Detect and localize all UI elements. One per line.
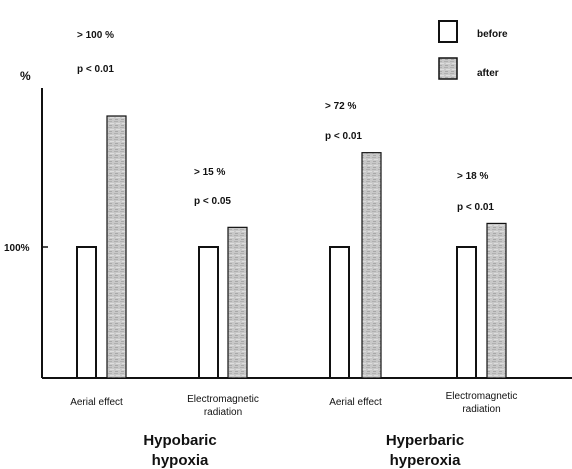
category-label-1-line-2: radiation xyxy=(204,407,242,418)
bar-before-2 xyxy=(329,246,350,379)
reference-tick-label: 100% xyxy=(4,243,30,254)
group-label-1-line-1: Hyperbaric xyxy=(386,432,464,449)
annotation-p-value-2: p < 0.01 xyxy=(325,131,362,142)
annotation-change-3: > 18 % xyxy=(457,171,489,182)
bar-after-3 xyxy=(486,222,507,379)
bar-before-3 xyxy=(456,246,477,379)
labels-layer: Aerial effect Electromagnetic radiation Aer… xyxy=(70,30,517,469)
bar-before-1 xyxy=(198,246,219,379)
bar-after-1 xyxy=(227,226,248,379)
category-label-3-line-2: radiation xyxy=(462,404,500,415)
group-label-0-line-2: hypoxia xyxy=(152,452,209,469)
category-label-0: Aerial effect xyxy=(70,397,123,408)
legend: before after xyxy=(438,20,508,80)
category-label-3-line-1: Electromagnetic xyxy=(446,391,518,402)
annotation-change-0: > 100 % xyxy=(77,30,114,41)
category-label-1-line-1: Electromagnetic xyxy=(187,394,259,405)
bar-after-0 xyxy=(106,115,127,379)
group-label-1-line-2: hyperoxia xyxy=(390,452,462,469)
bar-before-0 xyxy=(76,246,97,379)
annotation-p-value-1: p < 0.05 xyxy=(194,196,231,207)
annotation-p-value-0: p < 0.01 xyxy=(77,64,114,75)
bar-after-2 xyxy=(361,152,382,379)
y-axis-label: % xyxy=(20,69,31,83)
legend-label-before: before xyxy=(477,29,508,40)
group-label-0-line-1: Hypobaric xyxy=(143,432,216,449)
bars-layer xyxy=(76,115,507,379)
legend-swatch-after xyxy=(438,57,458,80)
annotation-p-value-3: p < 0.01 xyxy=(457,202,494,213)
annotation-change-1: > 15 % xyxy=(194,167,226,178)
category-label-2: Aerial effect xyxy=(329,397,382,408)
annotation-change-2: > 72 % xyxy=(325,101,357,112)
legend-label-after: after xyxy=(477,68,499,79)
legend-swatch-before xyxy=(438,20,458,43)
